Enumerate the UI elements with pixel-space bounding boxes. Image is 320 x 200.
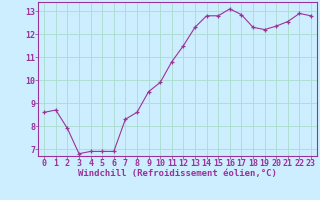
X-axis label: Windchill (Refroidissement éolien,°C): Windchill (Refroidissement éolien,°C)	[78, 169, 277, 178]
